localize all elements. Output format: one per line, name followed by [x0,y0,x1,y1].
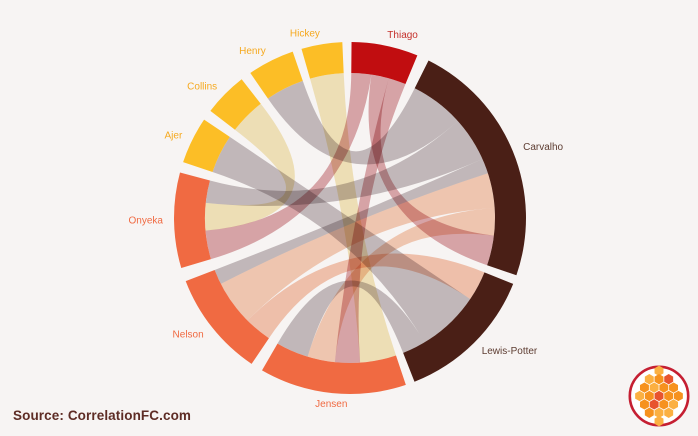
logo-hexagon [644,407,654,418]
arc-henry [250,51,303,99]
logo-hexagon [654,390,664,402]
logo-hexagon [659,399,669,410]
logo-hexagon [649,399,659,410]
label-lewis-potter: Lewis-Potter [482,346,538,357]
logo-hexagon [664,407,674,418]
logo-hexagon [669,399,679,410]
arc-nelson [185,269,269,364]
arc-carvalho [414,60,526,276]
logo-hexagon [654,407,664,418]
label-carvalho: Carvalho [523,142,563,153]
label-collins: Collins [187,81,217,92]
label-thiago: Thiago [387,30,418,41]
logo-hexagon [664,374,674,385]
logo-hexagon [649,382,659,393]
correlationfc-logo-icon [628,365,690,427]
ribbon-nelson-carvalho [214,159,488,284]
logo-hexagon [644,390,654,402]
logo-hexagon [664,390,674,402]
logo-hexagon [654,416,664,427]
arc-onyeka [174,172,211,268]
arc-jensen [262,343,406,394]
logo-hexagon [639,399,649,410]
label-onyeka: Onyeka [129,215,164,226]
arc-lewis-potter [403,272,514,382]
ribbon-onyeka-carvalho [205,120,483,206]
label-jensen: Jensen [315,399,347,410]
label-hickey: Hickey [290,28,320,39]
arc-ajer [183,119,230,172]
logo-hexagon [673,390,683,402]
ribbon-collins-onyeka [204,103,295,231]
ribbon-thiago-onyeka [205,73,372,260]
logo-hexagon [644,374,654,385]
logo-hexagon [639,382,649,393]
logo-hexagon [635,390,645,402]
ribbon-nelson-carvalho [220,173,495,321]
logo-hexagon [654,374,664,385]
label-henry: Henry [239,46,266,57]
arc-thiago [351,42,418,85]
logo-hexagon [659,382,669,393]
arc-collins [210,79,261,130]
arc-hickey [301,42,344,79]
logo-hexagon [654,365,664,376]
label-ajer: Ajer [165,130,183,141]
label-nelson: Nelson [173,329,204,340]
ribbon-jensen-lewis-potter [277,280,425,357]
source-credit: Source: CorrelationFC.com [13,408,192,423]
logo-hexagon [669,382,679,393]
ribbon-nelson-lewis-potter [247,253,485,339]
ribbon-henry-carvalho [267,80,458,165]
